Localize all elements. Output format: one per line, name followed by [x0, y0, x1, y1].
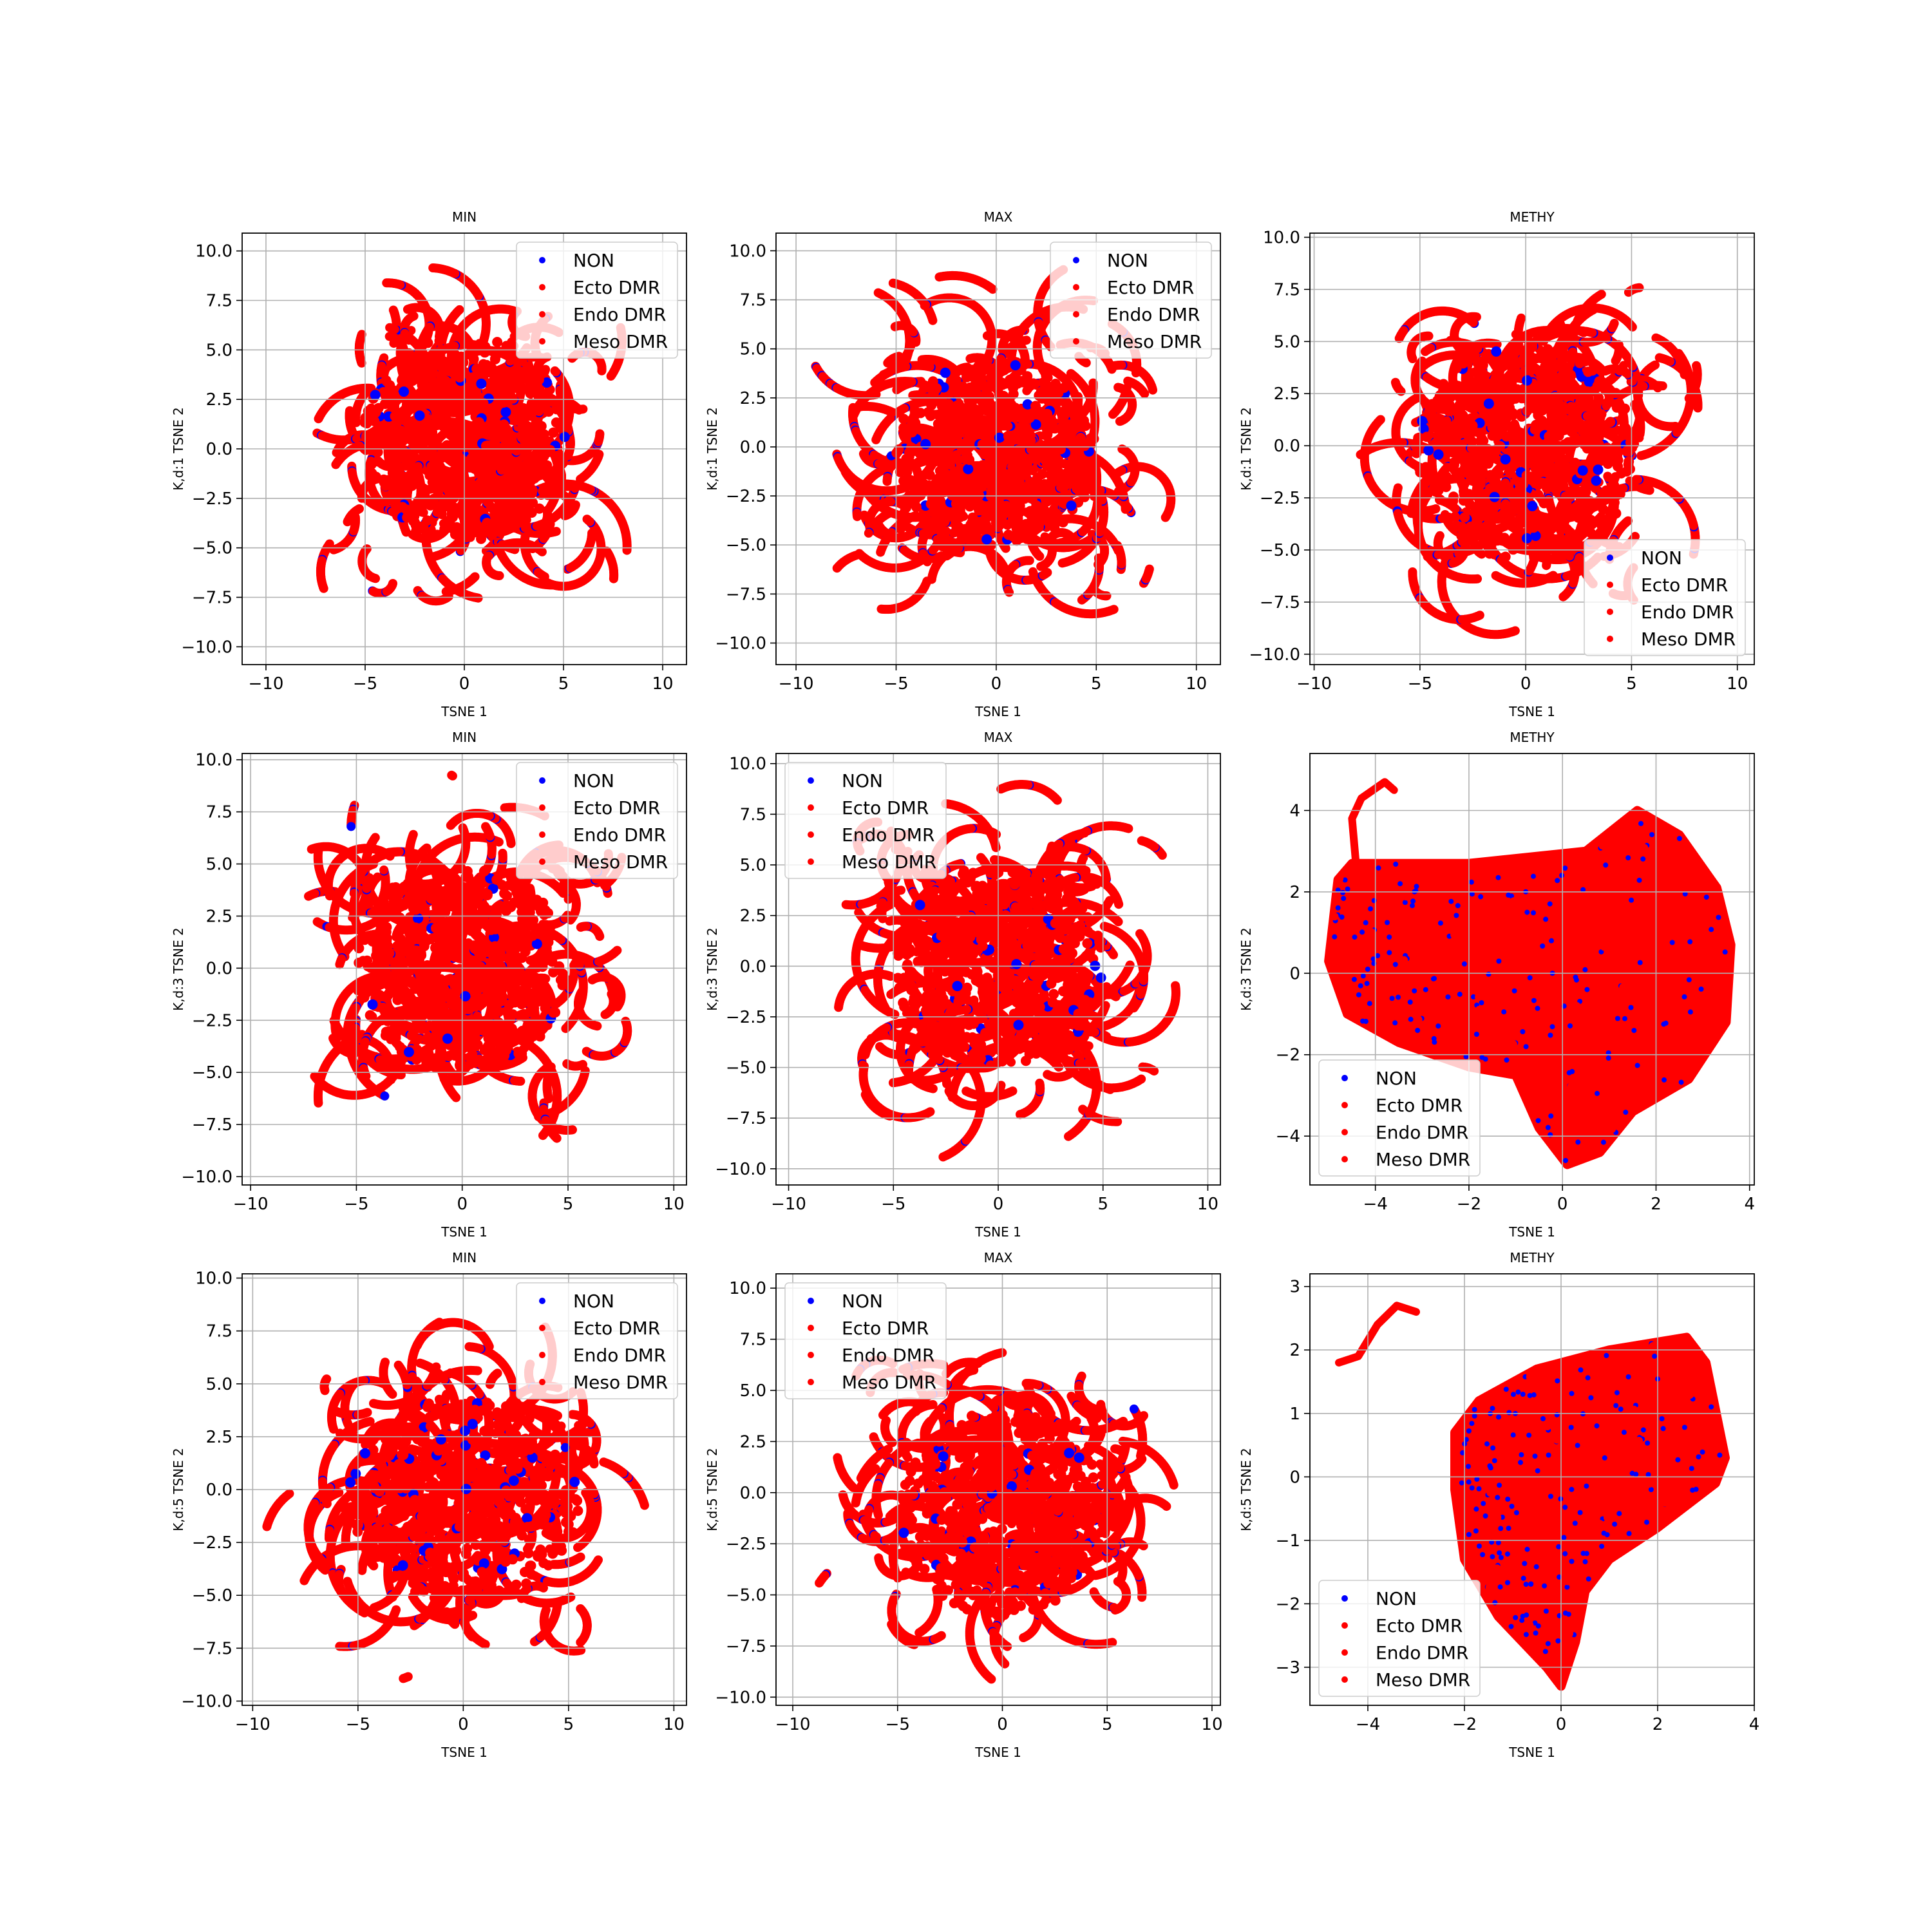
point-dmr	[471, 573, 480, 582]
point-dmr	[551, 366, 560, 375]
point-dmr	[444, 592, 453, 601]
point-dmr	[428, 263, 437, 272]
point-dmr	[319, 584, 328, 593]
point-dmr	[595, 430, 604, 439]
point-dmr	[314, 414, 323, 423]
point-dmr	[382, 278, 391, 287]
point-dmr	[583, 515, 592, 524]
point-dmr	[371, 574, 380, 583]
point-dmr	[495, 571, 504, 580]
panels: −10 −5 0 5 10−10.0−7.5−5.0−2.50.02.55.07.510…	[171, 209, 1759, 1760]
point-dmr	[388, 579, 397, 588]
point-dmr	[389, 306, 398, 315]
point-dmr	[474, 594, 483, 603]
subplot-1: −10 −5 0 5 10−10.0−7.5−5.0−2.50.02.55.07.510…	[171, 209, 687, 719]
point-dmr	[343, 517, 352, 526]
